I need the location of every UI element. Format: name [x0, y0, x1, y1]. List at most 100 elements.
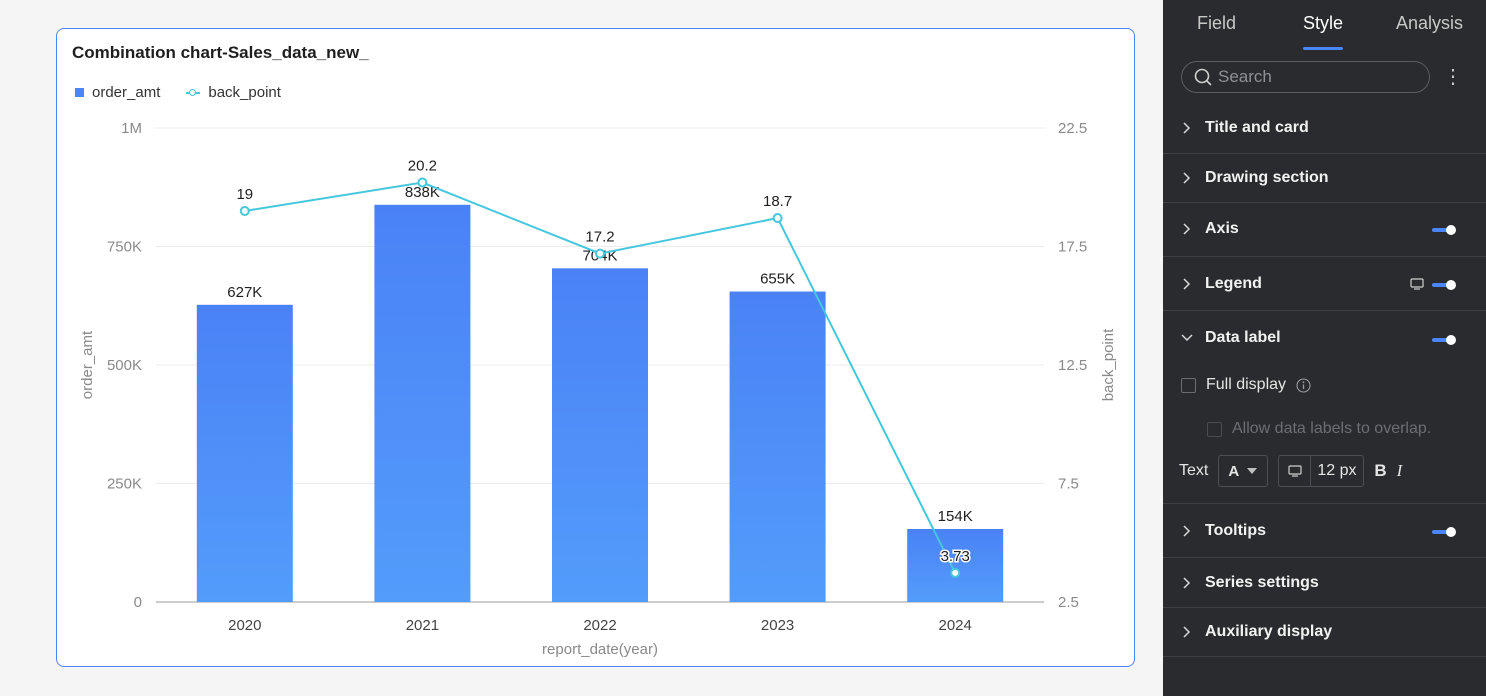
text-label: Text	[1179, 462, 1209, 479]
bar-data-label: 655K	[760, 271, 795, 288]
x-tick-label: 2020	[228, 617, 261, 634]
chart-card: Combination chart-Sales_data_new_ order_…	[56, 28, 1135, 667]
full-display-label: Full display	[1206, 376, 1287, 393]
full-display-option[interactable]: Full display	[1181, 376, 1311, 394]
chevron-right-icon	[1183, 122, 1191, 134]
chevron-right-icon	[1183, 223, 1191, 235]
line-data-label: 19	[236, 186, 253, 203]
bar	[196, 304, 293, 602]
bar	[374, 204, 471, 602]
line-data-label: 3.73	[941, 548, 970, 565]
y2-tick-label: 2.5	[1058, 594, 1079, 611]
y-tick-label: 750K	[107, 239, 142, 256]
line-data-label: 20.2	[408, 158, 437, 175]
y-axis-title: order_amt	[79, 330, 96, 399]
chevron-down-icon	[1181, 334, 1193, 342]
section-tooltips[interactable]: Tooltips	[1163, 504, 1486, 558]
axis-toggle[interactable]	[1432, 224, 1458, 236]
full-display-checkbox[interactable]	[1181, 377, 1196, 393]
chevron-right-icon	[1183, 577, 1191, 589]
panel-tabs: Field Style Analysis	[1163, 0, 1486, 50]
legend-bar-swatch	[75, 88, 84, 97]
section-label: Drawing section	[1205, 169, 1329, 186]
line-data-label: 17.2	[585, 229, 614, 246]
allow-overlap-option: Allow data labels to overlap.	[1207, 420, 1431, 438]
device-toggle[interactable]	[1279, 456, 1312, 486]
monitor-icon	[1288, 465, 1302, 477]
font-size-value[interactable]: 12 px	[1317, 462, 1357, 479]
y2-axis-title: back_point	[1100, 328, 1117, 401]
bar	[729, 291, 826, 602]
section-drawing[interactable]: Drawing section	[1163, 154, 1486, 203]
italic-button[interactable]: I	[1396, 461, 1403, 480]
y2-tick-label: 12.5	[1058, 357, 1087, 374]
section-legend[interactable]: Legend	[1163, 257, 1486, 311]
section-data-label: Data label Full display Allow data label…	[1163, 311, 1486, 504]
bar	[552, 268, 648, 602]
data-label-header[interactable]: Data label	[1181, 329, 1281, 347]
x-axis-title: report_date(year)	[542, 641, 658, 658]
bar	[907, 529, 1004, 602]
line-point	[772, 213, 783, 224]
chevron-right-icon	[1183, 626, 1191, 638]
text-style-row: Text A 12 px B I	[1179, 455, 1402, 487]
section-label: Auxiliary display	[1205, 623, 1333, 640]
section-label: Axis	[1205, 220, 1239, 237]
tab-analysis[interactable]: Analysis	[1396, 13, 1464, 33]
font-size-control[interactable]: 12 px	[1278, 455, 1365, 487]
legend-item-order-amt[interactable]: order_amt	[75, 84, 160, 101]
section-label: Data label	[1205, 329, 1281, 346]
section-series-settings[interactable]: Series settings	[1163, 558, 1486, 608]
x-tick-label: 2022	[583, 617, 616, 634]
bar-data-label: 154K	[938, 508, 973, 525]
x-tick-label: 2023	[761, 617, 794, 634]
line-point	[239, 205, 250, 216]
legend-toggle[interactable]	[1432, 279, 1458, 291]
section-label: Title and card	[1205, 119, 1309, 136]
chevron-right-icon	[1183, 278, 1191, 290]
legend-label: back_point	[208, 84, 281, 101]
x-tick-label: 2024	[939, 617, 972, 634]
y-tick-label: 1M	[121, 120, 142, 137]
legend-item-back-point[interactable]: back_point	[186, 84, 281, 101]
tab-style[interactable]: Style	[1303, 13, 1344, 33]
data-label-toggle[interactable]	[1432, 334, 1458, 346]
search-box[interactable]	[1181, 61, 1430, 93]
chart-title: Combination chart-Sales_data_new_	[72, 43, 369, 62]
section-axis[interactable]: Axis	[1163, 203, 1486, 257]
bold-button[interactable]: B	[1374, 461, 1387, 480]
caret-down-icon	[1247, 468, 1258, 474]
section-auxiliary-display[interactable]: Auxiliary display	[1163, 608, 1486, 657]
more-options-icon[interactable]: ⋮	[1443, 66, 1463, 88]
y-tick-label: 250K	[107, 476, 142, 493]
tooltips-toggle[interactable]	[1432, 526, 1458, 538]
font-color-select[interactable]: A	[1218, 455, 1269, 487]
monitor-icon[interactable]	[1410, 278, 1424, 290]
bar-data-label: 838K	[405, 184, 440, 201]
line-data-label: 18.7	[763, 193, 792, 210]
y2-tick-label: 7.5	[1058, 476, 1079, 493]
search-icon	[1194, 68, 1212, 86]
chart-legend: order_amt back_point	[75, 84, 281, 101]
line-point	[595, 248, 605, 259]
y2-tick-label: 22.5	[1058, 120, 1087, 137]
font-color-letter: A	[1228, 462, 1240, 480]
section-title-card[interactable]: Title and card	[1163, 104, 1486, 154]
bar-data-label: 627K	[227, 284, 262, 301]
y-tick-label: 0	[134, 594, 142, 611]
combination-chart: 0 250K 500K 750K 1M 2.5 7.5 12.5 17.5 22.5 627K 838…	[79, 120, 1117, 658]
tab-field[interactable]: Field	[1197, 13, 1237, 33]
chevron-right-icon	[1183, 172, 1191, 184]
section-label: Legend	[1205, 275, 1262, 292]
chevron-right-icon	[1183, 525, 1191, 537]
section-label: Tooltips	[1205, 522, 1267, 539]
allow-overlap-label: Allow data labels to overlap.	[1232, 420, 1432, 437]
line-point	[417, 177, 428, 188]
legend-label: order_amt	[92, 84, 161, 101]
search-input[interactable]	[1218, 67, 1418, 87]
y-tick-label: 500K	[107, 357, 142, 374]
x-tick-label: 2021	[406, 617, 439, 634]
info-icon[interactable]	[1296, 377, 1311, 393]
style-panel: Field Style Analysis ⋮ Title and card Dr…	[1163, 0, 1486, 696]
section-label: Series settings	[1205, 574, 1319, 591]
